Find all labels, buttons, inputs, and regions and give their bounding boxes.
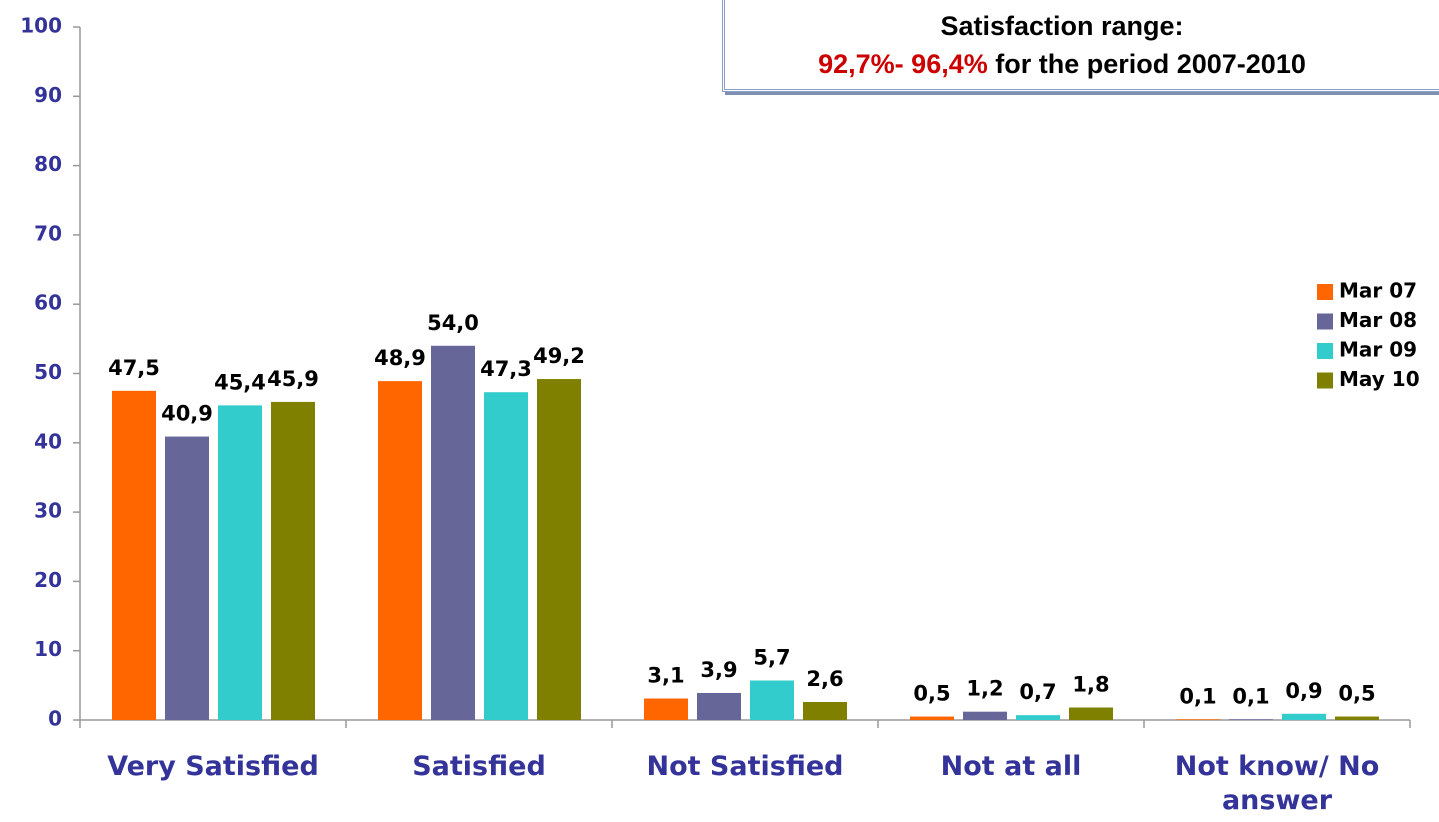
bar (1069, 707, 1113, 720)
bar (1229, 719, 1273, 720)
y-tick-label: 90 (34, 83, 62, 107)
bar (112, 390, 156, 720)
legend-label: Mar 08 (1339, 308, 1417, 332)
legend-swatch (1317, 343, 1333, 359)
bar (431, 345, 475, 720)
data-label: 49,2 (533, 344, 585, 368)
legend-swatch (1317, 372, 1333, 389)
bar (644, 698, 688, 720)
bar (537, 379, 581, 720)
bar (1282, 713, 1326, 720)
bar (910, 716, 954, 720)
y-tick-label: 100 (20, 14, 62, 38)
x-tick-label: Satisfied (412, 751, 546, 782)
data-label: 54,0 (427, 311, 479, 335)
data-label: 0,1 (1232, 684, 1269, 708)
data-label: 1,2 (966, 677, 1003, 701)
annotation-line: 92,7%- 96,4% for the period 2007-2010 (725, 45, 1399, 83)
data-label: 0,1 (1179, 684, 1216, 708)
data-label: 0,9 (1285, 679, 1322, 703)
y-tick-label: 80 (34, 152, 62, 176)
annotation-box: Satisfaction range: 92,7%- 96,4% for the… (722, 0, 1439, 92)
y-tick-label: 20 (34, 568, 62, 592)
data-label: 0,7 (1019, 680, 1056, 704)
bar (378, 381, 422, 720)
y-tick-label: 0 (48, 707, 62, 731)
data-label: 47,5 (108, 356, 160, 380)
bar (271, 401, 315, 720)
data-label: 45,4 (214, 370, 266, 394)
annotation-highlight: 92,7%- 96,4% (818, 49, 988, 79)
legend-swatch (1317, 284, 1333, 300)
data-label: 2,6 (806, 667, 843, 691)
bar (963, 711, 1007, 720)
bar (750, 680, 794, 720)
data-label: 40,9 (161, 402, 213, 426)
bar (1016, 715, 1060, 720)
y-tick-label: 60 (34, 291, 62, 315)
x-tick-label: Very Satisfied (107, 751, 319, 782)
x-tick-label: Not know/ No answer (1174, 751, 1380, 816)
data-label: 3,1 (647, 664, 684, 688)
y-tick-label: 10 (34, 637, 62, 661)
data-label: 45,9 (267, 367, 319, 391)
data-label: 48,9 (374, 346, 426, 370)
y-tick-label: 70 (34, 221, 62, 245)
bar (1335, 716, 1379, 720)
legend-swatch (1317, 313, 1333, 330)
x-tick-label: Not at all (940, 751, 1082, 782)
data-label: 0,5 (1338, 682, 1375, 706)
annotation-text: for the period 2007-2010 (987, 49, 1306, 79)
data-label: 1,8 (1072, 673, 1109, 697)
bar (1176, 719, 1220, 720)
y-tick-label: 40 (34, 429, 62, 453)
legend-label: Mar 07 (1339, 279, 1417, 303)
data-label: 47,3 (480, 357, 532, 381)
bar (803, 701, 847, 720)
bar (697, 692, 741, 720)
data-label: 0,5 (913, 682, 950, 706)
y-tick-label: 30 (34, 499, 62, 523)
y-tick-label: 50 (34, 360, 62, 384)
x-tick-label: Not Satisfied (646, 751, 844, 782)
legend-label: May 10 (1339, 367, 1420, 391)
data-label: 5,7 (753, 645, 790, 669)
annotation-title: Satisfaction range: (940, 11, 1184, 41)
bar (165, 436, 209, 720)
bar (484, 392, 528, 720)
data-label: 3,9 (700, 658, 737, 682)
bar (218, 405, 262, 720)
legend-label: Mar 09 (1339, 338, 1417, 362)
